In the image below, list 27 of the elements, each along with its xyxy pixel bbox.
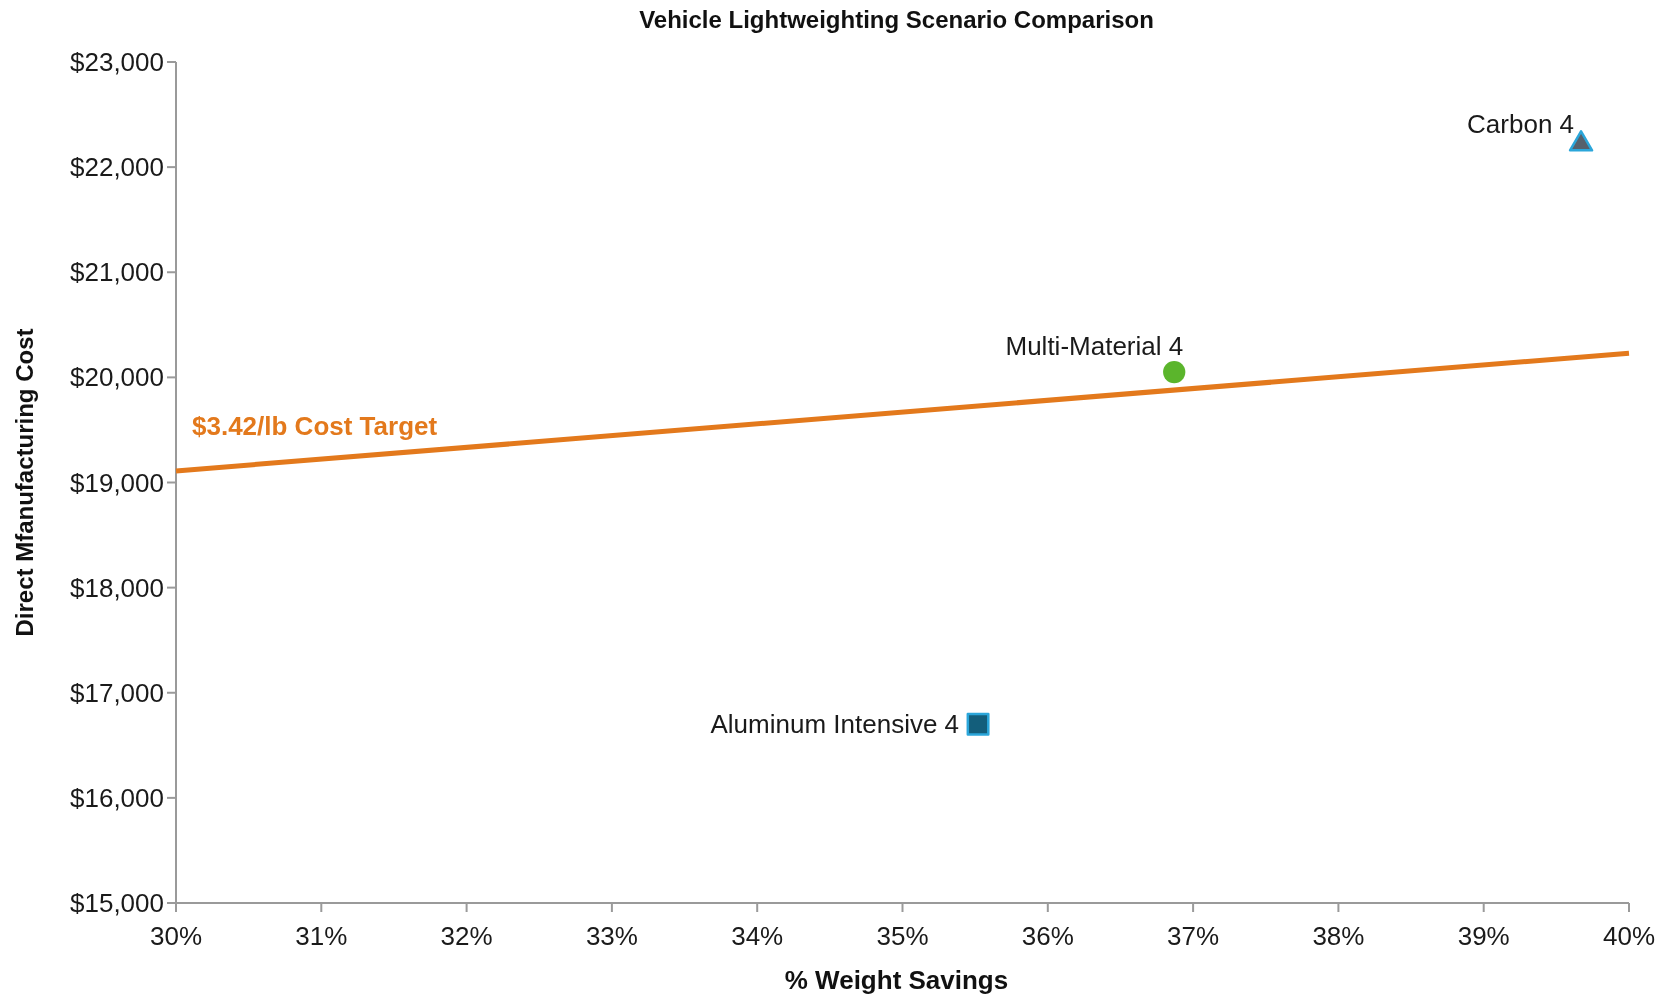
x-tick-label: 30% [149, 921, 203, 951]
x-tick-label: 34% [731, 921, 784, 951]
chart-title: Vehicle Lightweighting Scenario Comparison [639, 6, 1154, 33]
series-label: Multi-Material 4 [1005, 331, 1184, 362]
x-tick-label: 33% [585, 921, 638, 951]
series-label: Carbon 4 [1467, 109, 1575, 139]
x-tick-label: 37% [1167, 921, 1220, 951]
x-tick-label: 35% [876, 921, 929, 951]
y-tick-label: $16,000 [70, 782, 164, 813]
x-tick-label: 40% [1602, 921, 1656, 951]
x-tick-label: 31% [295, 921, 348, 951]
x-tick-label: 36% [1021, 921, 1074, 951]
y-tick-label: $15,000 [70, 888, 164, 919]
x-axis-title: % Weight Savings [784, 965, 1009, 995]
y-tick-label: $20,000 [70, 362, 164, 393]
x-tick-label: 39% [1457, 921, 1510, 951]
y-axis-title: Direct Mfanufacturing Cost [11, 328, 38, 637]
x-tick-label: 38% [1312, 921, 1365, 951]
y-tick-label: $18,000 [70, 572, 164, 603]
y-tick-label: $22,000 [70, 152, 164, 183]
x-tick-label: 32% [440, 921, 493, 951]
y-tick-label: $21,000 [70, 257, 164, 288]
series-label: Aluminum Intensive 4 [710, 709, 960, 740]
series-label: $3.42/lb Cost Target [192, 410, 438, 441]
y-tick-label: $23,000 [70, 47, 164, 78]
y-tick-label: $17,000 [70, 677, 164, 708]
y-tick-label: $19,000 [70, 467, 164, 498]
